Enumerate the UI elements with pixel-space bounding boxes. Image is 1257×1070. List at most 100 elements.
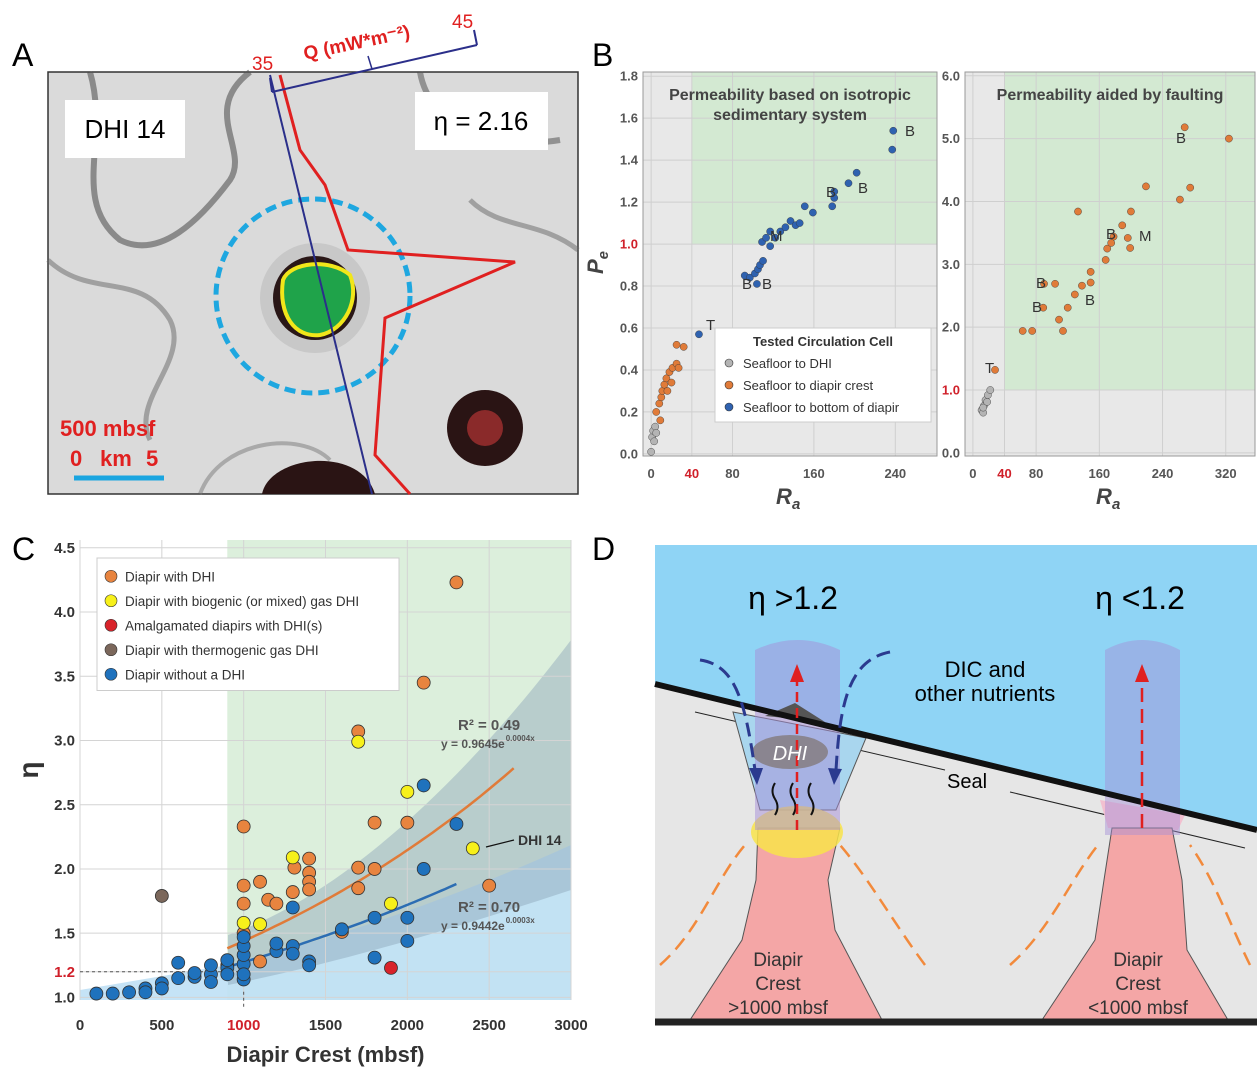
x-tick-label: 0 bbox=[969, 466, 976, 481]
annotation: B bbox=[826, 184, 836, 201]
nutrient-label: other nutrients bbox=[915, 681, 1056, 706]
data-point bbox=[695, 331, 702, 338]
y-tick-label: 4.5 bbox=[54, 540, 75, 557]
figure: A B C D DHI 14 η = 2.16 500 mbsf 0 km 5 … bbox=[0, 0, 1257, 1070]
eta-label: η <1.2 bbox=[1095, 580, 1185, 616]
figure-canvas: A B C D DHI 14 η = 2.16 500 mbsf 0 km 5 … bbox=[0, 0, 1257, 1070]
data-point bbox=[1055, 316, 1062, 323]
y-tick-label: 1.2 bbox=[54, 964, 75, 981]
diapir-label: Crest bbox=[1115, 974, 1161, 995]
annotation: B bbox=[1036, 275, 1046, 292]
data-point bbox=[417, 862, 430, 875]
x-axis-label: Diapir Crest (mbsf) bbox=[226, 1042, 424, 1067]
data-point bbox=[401, 816, 414, 829]
data-point bbox=[384, 897, 397, 910]
data-point bbox=[1119, 222, 1126, 229]
data-point bbox=[753, 280, 760, 287]
data-point bbox=[1029, 327, 1036, 334]
panel-label: D bbox=[592, 531, 615, 567]
data-point bbox=[1074, 208, 1081, 215]
panel-label: C bbox=[12, 531, 35, 567]
legend-label: Diapir without a DHI bbox=[125, 667, 245, 682]
x-axis-label: R bbox=[776, 484, 792, 509]
x-tick-label: 240 bbox=[884, 466, 906, 481]
data-point bbox=[254, 875, 267, 888]
q-tick-label: 45 bbox=[452, 12, 473, 33]
eta-label: η = 2.16 bbox=[434, 106, 529, 136]
chart-title: Permeability aided by faulting bbox=[960, 86, 1257, 106]
depth-label: 500 mbsf bbox=[60, 416, 156, 441]
data-point bbox=[987, 386, 994, 393]
diapir-label: <1000 mbsf bbox=[1088, 998, 1189, 1019]
annotation: T bbox=[985, 360, 994, 377]
diapir-label: Crest bbox=[755, 974, 801, 995]
legend-label: Diapir with thermogenic gas DHI bbox=[125, 643, 319, 658]
y-tick-label: 3.0 bbox=[54, 733, 75, 750]
y-axis-label: η bbox=[13, 761, 44, 778]
legend-marker bbox=[105, 619, 117, 631]
data-point bbox=[450, 817, 463, 830]
legend-marker bbox=[725, 403, 733, 411]
legend-label: Diapir with biogenic (or mixed) gas DHI bbox=[125, 594, 359, 609]
panel-label: A bbox=[12, 37, 34, 73]
data-point bbox=[1187, 184, 1194, 191]
data-point bbox=[889, 146, 896, 153]
data-point bbox=[123, 986, 136, 999]
y-tick-label: 2.0 bbox=[942, 320, 960, 335]
y-tick-label: 0.0 bbox=[942, 445, 960, 460]
data-point bbox=[648, 448, 655, 455]
legend-marker bbox=[725, 381, 733, 389]
x-tick-label: 40 bbox=[997, 466, 1011, 481]
x-tick-label: 160 bbox=[803, 466, 825, 481]
y-tick-label: 6.0 bbox=[942, 68, 960, 83]
y-tick-label: 1.4 bbox=[620, 153, 639, 168]
data-point bbox=[651, 438, 658, 445]
data-point bbox=[1059, 327, 1066, 334]
data-point bbox=[652, 423, 659, 430]
data-point bbox=[384, 961, 397, 974]
data-point bbox=[653, 408, 660, 415]
legend-label: Diapir with DHI bbox=[125, 569, 215, 584]
data-point bbox=[450, 576, 463, 589]
data-point bbox=[90, 987, 103, 1000]
data-point bbox=[352, 861, 365, 874]
data-point bbox=[1051, 280, 1058, 287]
data-point bbox=[1087, 268, 1094, 275]
x-axis-label-subscript: a bbox=[1112, 496, 1120, 513]
data-point bbox=[237, 879, 250, 892]
data-point bbox=[237, 916, 250, 929]
q-axis-tick bbox=[474, 30, 477, 45]
eta-label: η >1.2 bbox=[748, 580, 838, 616]
x-tick-label: 0 bbox=[648, 466, 655, 481]
y-tick-label: 0.6 bbox=[620, 321, 638, 336]
diapir-label: >1000 mbsf bbox=[728, 998, 829, 1019]
data-point bbox=[237, 897, 250, 910]
data-point bbox=[1127, 244, 1134, 251]
data-point bbox=[237, 931, 250, 944]
data-point bbox=[829, 203, 836, 210]
diapir-label: Diapir bbox=[1113, 950, 1163, 971]
x-tick-label: 2500 bbox=[472, 1017, 505, 1034]
data-point bbox=[237, 968, 250, 981]
x-tick-label: 40 bbox=[685, 466, 699, 481]
y-tick-label: 4.0 bbox=[54, 604, 75, 621]
data-point bbox=[172, 956, 185, 969]
x-tick-label: 240 bbox=[1152, 466, 1174, 481]
data-point bbox=[466, 842, 479, 855]
data-point bbox=[286, 901, 299, 914]
legend-marker bbox=[105, 595, 117, 607]
annotation: B bbox=[742, 276, 752, 293]
data-point bbox=[656, 400, 663, 407]
x-tick-label: 1500 bbox=[309, 1017, 342, 1034]
x-tick-label: 1000 bbox=[227, 1017, 260, 1034]
annotation: B bbox=[1085, 292, 1095, 309]
chart-title: Permeability based on isotropic sediment… bbox=[640, 86, 940, 126]
data-point bbox=[890, 127, 897, 134]
y-tick-label: 1.8 bbox=[620, 69, 638, 84]
data-point bbox=[155, 889, 168, 902]
data-point bbox=[1064, 304, 1071, 311]
legend-title: Tested Circulation Cell bbox=[753, 334, 893, 349]
data-point bbox=[680, 343, 687, 350]
annotation: T bbox=[706, 317, 715, 334]
x-tick-label: 80 bbox=[725, 466, 739, 481]
